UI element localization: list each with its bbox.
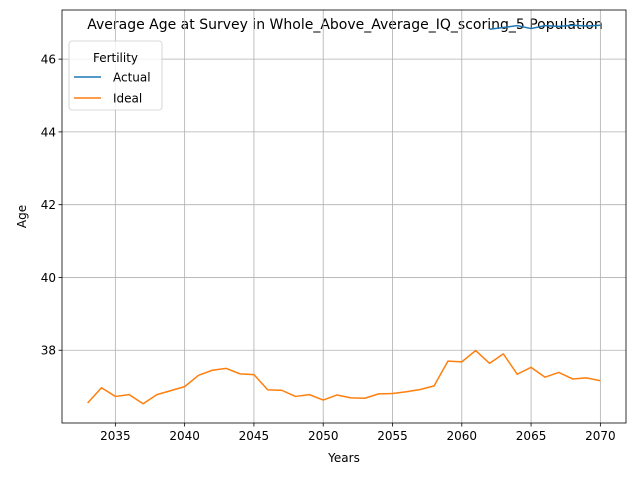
x-tick-label: 2035 — [100, 429, 131, 443]
x-tick-label: 2070 — [585, 429, 616, 443]
legend-label-actual: Actual — [113, 71, 151, 85]
x-tick-label: 2050 — [308, 429, 339, 443]
axis-ticks: 2035 2040 2045 2050 2055 2060 2065 2070 38 40 42 44… — [41, 53, 616, 443]
legend-box — [68, 40, 163, 111]
x-tick-label: 2060 — [447, 429, 478, 443]
x-tick-label: 2065 — [516, 429, 547, 443]
x-tick-label: 2045 — [239, 429, 270, 443]
legend-title: Fertility — [93, 51, 138, 65]
legend: Fertility Actual Ideal — [68, 40, 163, 111]
series-line-ideal — [87, 349, 601, 405]
y-tick-label: 42 — [41, 198, 56, 212]
y-tick-label: 38 — [41, 344, 56, 358]
series-layer — [87, 24, 601, 405]
y-tick-label: 44 — [41, 125, 56, 139]
y-tick-label: 46 — [41, 53, 56, 67]
y-tick-label: 40 — [41, 271, 56, 285]
grid — [62, 10, 626, 423]
x-axis-label: Years — [327, 451, 360, 465]
x-tick-label: 2055 — [377, 429, 408, 443]
x-tick-label: 2040 — [169, 429, 200, 443]
legend-label-ideal: Ideal — [113, 92, 142, 106]
y-axis-label: Age — [15, 205, 29, 228]
chart-title: Average Age at Survey in Whole_Above_Ave… — [87, 17, 603, 33]
series-line-actual — [489, 24, 601, 31]
plot-frame — [61, 9, 627, 424]
